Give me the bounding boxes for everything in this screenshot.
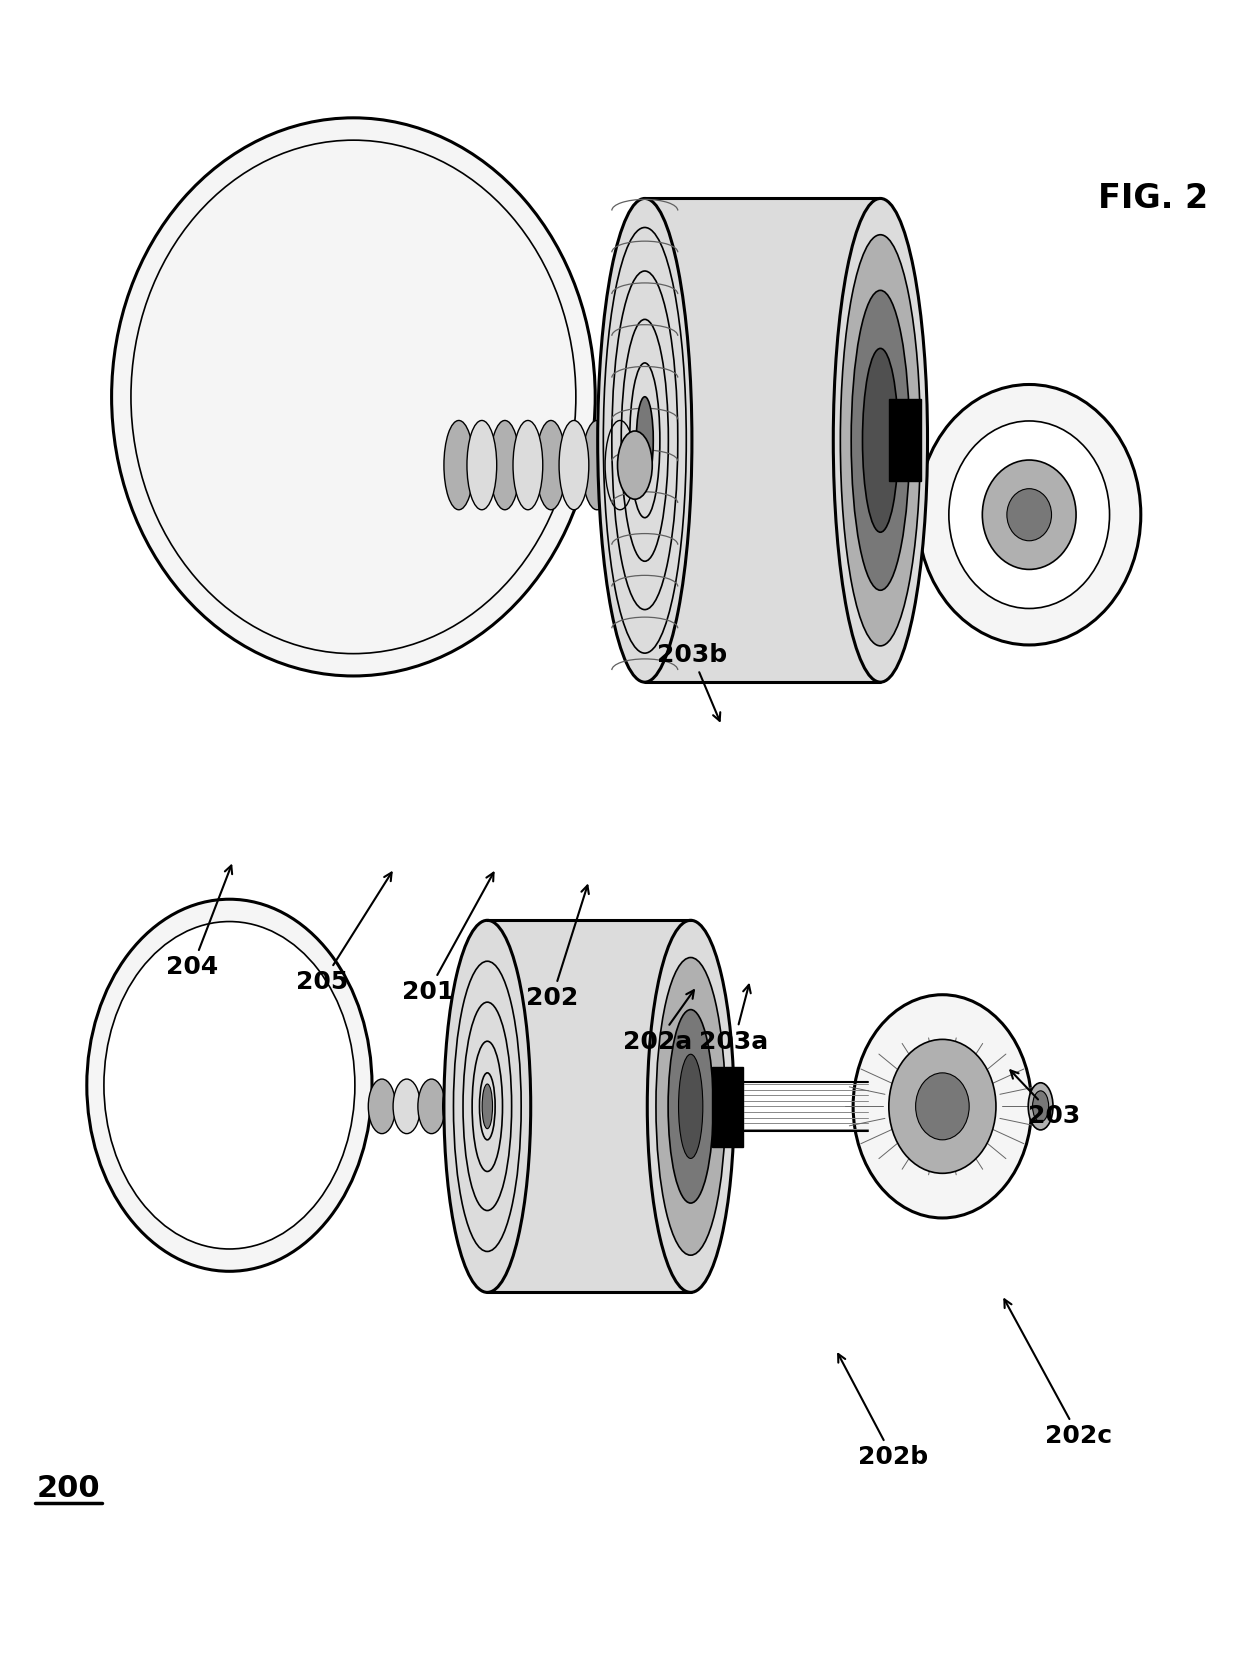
Ellipse shape bbox=[112, 118, 595, 676]
Ellipse shape bbox=[467, 1079, 495, 1133]
Ellipse shape bbox=[605, 420, 635, 510]
Ellipse shape bbox=[918, 384, 1141, 645]
Ellipse shape bbox=[833, 198, 928, 681]
Text: 201: 201 bbox=[402, 873, 494, 1004]
Ellipse shape bbox=[418, 1079, 445, 1133]
Ellipse shape bbox=[1028, 1082, 1053, 1130]
Ellipse shape bbox=[636, 397, 653, 484]
Ellipse shape bbox=[513, 420, 543, 510]
Text: 204: 204 bbox=[166, 866, 232, 979]
Ellipse shape bbox=[915, 1074, 970, 1140]
Ellipse shape bbox=[678, 1054, 703, 1158]
Bar bbox=[889, 399, 921, 482]
Text: 202b: 202b bbox=[838, 1355, 928, 1469]
Ellipse shape bbox=[853, 996, 1032, 1218]
FancyBboxPatch shape bbox=[645, 198, 880, 681]
Ellipse shape bbox=[841, 234, 920, 647]
Ellipse shape bbox=[467, 420, 497, 510]
Text: 203a: 203a bbox=[699, 986, 769, 1054]
Text: 202: 202 bbox=[526, 886, 589, 1010]
Ellipse shape bbox=[1007, 489, 1052, 540]
Ellipse shape bbox=[559, 420, 589, 510]
Text: 203: 203 bbox=[1011, 1070, 1080, 1128]
Ellipse shape bbox=[889, 1039, 996, 1173]
Ellipse shape bbox=[598, 198, 692, 681]
Ellipse shape bbox=[444, 420, 474, 510]
Ellipse shape bbox=[393, 1079, 420, 1133]
Text: 205: 205 bbox=[296, 873, 392, 994]
Ellipse shape bbox=[863, 349, 898, 532]
Ellipse shape bbox=[668, 1009, 713, 1203]
Ellipse shape bbox=[851, 291, 910, 590]
Text: FIG. 2: FIG. 2 bbox=[1099, 181, 1208, 214]
Ellipse shape bbox=[104, 921, 355, 1248]
Ellipse shape bbox=[1033, 1090, 1049, 1122]
Ellipse shape bbox=[656, 957, 725, 1255]
Text: 202a: 202a bbox=[622, 991, 694, 1054]
Ellipse shape bbox=[368, 1079, 396, 1133]
Ellipse shape bbox=[444, 921, 531, 1293]
Ellipse shape bbox=[131, 140, 575, 653]
Text: 203b: 203b bbox=[657, 643, 727, 721]
Ellipse shape bbox=[482, 1084, 492, 1128]
Text: 202c: 202c bbox=[1004, 1300, 1112, 1448]
FancyBboxPatch shape bbox=[487, 921, 691, 1293]
Text: 200: 200 bbox=[36, 1474, 100, 1502]
Ellipse shape bbox=[536, 420, 565, 510]
Ellipse shape bbox=[490, 420, 520, 510]
Ellipse shape bbox=[982, 460, 1076, 570]
Ellipse shape bbox=[647, 921, 734, 1293]
Ellipse shape bbox=[618, 430, 652, 499]
Ellipse shape bbox=[87, 899, 372, 1271]
Ellipse shape bbox=[582, 420, 611, 510]
Ellipse shape bbox=[443, 1079, 470, 1133]
Ellipse shape bbox=[949, 420, 1110, 608]
Bar bbox=[712, 1067, 743, 1147]
